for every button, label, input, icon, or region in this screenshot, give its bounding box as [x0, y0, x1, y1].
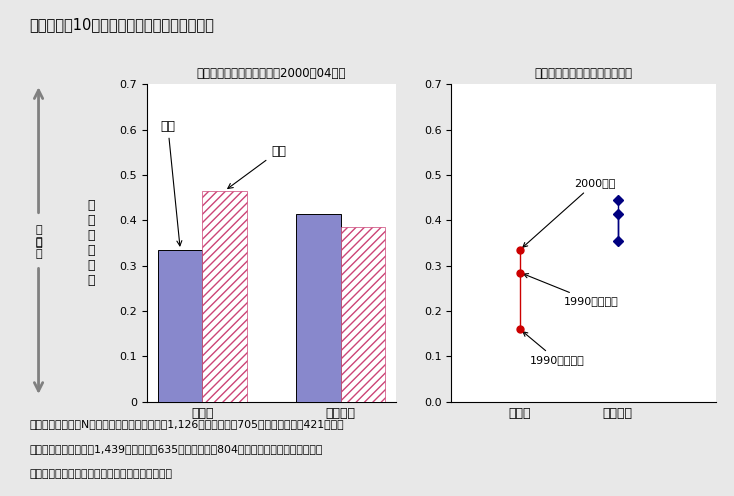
Text: 1990年代前半: 1990年代前半 [523, 332, 584, 365]
Bar [158, 250, 203, 402]
Text: 米国: 米国 [228, 145, 286, 188]
Text: 高
い: 高 い [35, 225, 42, 247]
Title: 日本企業の雇用調整速度の変化: 日本企業の雇用調整速度の変化 [534, 67, 633, 80]
Text: 第２－２－10図　日米の雇用調整速度の比較: 第２－２－10図 日米の雇用調整速度の比較 [29, 17, 214, 32]
Text: ２．詳細については付表２－３を参照。: ２．詳細については付表２－３を参照。 [29, 469, 172, 479]
Bar [341, 227, 385, 402]
Text: 低
い: 低 い [35, 238, 42, 259]
Text: オシリスから1,439社（製造業635社、非製造業804社）のデータを抜出し推計。: オシリスから1,439社（製造業635社、非製造業804社）のデータを抜出し推計… [29, 444, 323, 454]
Bar [297, 214, 341, 402]
Title: 日米企業の雇用調整速度（2000～04年）: 日米企業の雇用調整速度（2000～04年） [197, 67, 346, 80]
Bar [203, 191, 247, 402]
Text: 日本: 日本 [160, 120, 182, 246]
Text: 2000年代: 2000年代 [523, 179, 615, 247]
Text: 1990年代後半: 1990年代後半 [523, 274, 619, 306]
Y-axis label: 雇
用
調
整
速
度: 雇 用 調 整 速 度 [88, 199, 95, 287]
Text: （備考）１．日経NＥＥＤＳから東証一部上場1,126社（製造業：705社、非製造業：421社）、: （備考）１．日経NＥＥＤＳから東証一部上場1,126社（製造業：705社、非製造… [29, 419, 344, 429]
